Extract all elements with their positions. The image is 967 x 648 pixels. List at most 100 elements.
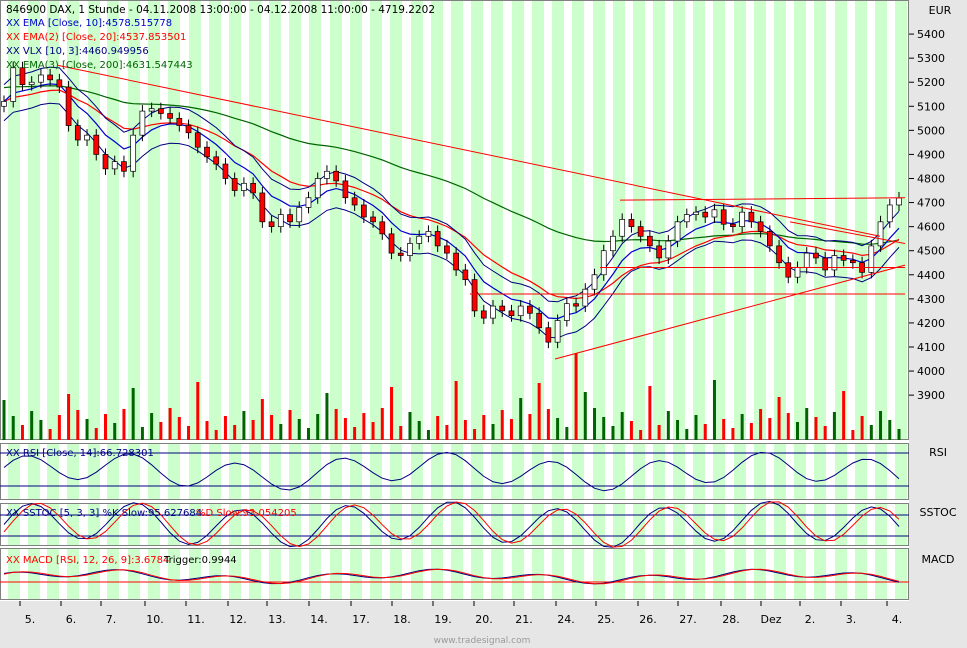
day-stripe bbox=[532, 0, 544, 440]
volume-bar bbox=[814, 417, 818, 440]
x-tick-label: 13. bbox=[268, 613, 286, 626]
chart-title: 846900 DAX, 1 Stunde - 04.11.2008 13:00:… bbox=[6, 4, 435, 16]
x-tick-label: 20. bbox=[475, 613, 493, 626]
macd-trigger-line bbox=[3, 568, 900, 585]
day-stripe bbox=[451, 548, 463, 600]
day-stripe bbox=[875, 443, 887, 500]
volume-bar bbox=[67, 394, 71, 440]
day-stripe bbox=[88, 503, 100, 546]
day-stripe bbox=[693, 443, 705, 500]
candle-body bbox=[508, 310, 515, 317]
day-stripe bbox=[148, 503, 160, 546]
ema20-line bbox=[3, 89, 900, 300]
volume-bar bbox=[593, 408, 597, 440]
day-stripe bbox=[451, 443, 463, 500]
candle-body bbox=[813, 252, 819, 259]
day-stripe bbox=[229, 443, 241, 500]
candle-body bbox=[757, 221, 764, 232]
day-stripe bbox=[875, 503, 887, 546]
candle-body bbox=[683, 214, 690, 223]
volume-bar bbox=[279, 424, 283, 440]
volume-bar bbox=[436, 416, 440, 440]
candle-body bbox=[600, 250, 607, 276]
x-tick-label: 17. bbox=[352, 613, 370, 626]
day-stripe bbox=[411, 0, 423, 440]
day-stripe bbox=[532, 503, 544, 546]
candle-body bbox=[711, 209, 718, 218]
day-stripe bbox=[451, 0, 463, 440]
volume-bar bbox=[657, 425, 661, 440]
day-stripe bbox=[734, 548, 746, 600]
day-stripe bbox=[249, 548, 261, 600]
volume-bar bbox=[491, 424, 495, 440]
candle-body bbox=[213, 156, 220, 165]
candle-body bbox=[554, 320, 561, 343]
volume-bar bbox=[177, 417, 181, 440]
candle-body bbox=[840, 255, 847, 261]
day-stripe bbox=[774, 503, 786, 546]
day-stripe bbox=[128, 548, 140, 600]
volume-bar bbox=[482, 415, 486, 440]
candle-body bbox=[130, 134, 137, 172]
day-stripe bbox=[350, 503, 362, 546]
candle-body bbox=[702, 211, 709, 218]
candle-body bbox=[896, 197, 902, 206]
volume-bar bbox=[306, 428, 310, 440]
trend-line bbox=[57, 64, 881, 237]
sstoc-legend-k: XX SSTOC [5, 3, 3] %K Slow:95.627684 bbox=[6, 508, 202, 519]
candle-body bbox=[776, 245, 782, 264]
volume-bar bbox=[676, 420, 680, 440]
day-stripe bbox=[209, 503, 221, 546]
volume-bar bbox=[57, 415, 61, 440]
volume-bar bbox=[463, 420, 467, 440]
y-tick-label: 4700 bbox=[917, 197, 945, 210]
volume-bar bbox=[740, 414, 744, 440]
candle-body bbox=[831, 255, 838, 271]
day-stripe bbox=[734, 443, 746, 500]
legend-ema10: XX EMA [Close, 10]:4578.515778 bbox=[6, 18, 172, 29]
volume-bar bbox=[629, 421, 633, 440]
day-stripe bbox=[471, 548, 483, 600]
y-tick-label: 4100 bbox=[917, 341, 945, 354]
legend-vlx: XX VLX [10, 3]:4460.949956 bbox=[6, 46, 149, 57]
volume-bar bbox=[353, 427, 357, 440]
day-stripe bbox=[189, 503, 201, 546]
volume-bar bbox=[196, 382, 200, 440]
day-stripe bbox=[835, 443, 847, 500]
day-stripe bbox=[189, 548, 201, 600]
candle-body bbox=[536, 312, 543, 329]
candle-body bbox=[47, 74, 53, 81]
day-stripe bbox=[128, 503, 140, 546]
day-stripe bbox=[309, 548, 321, 600]
day-stripe bbox=[572, 0, 584, 440]
day-stripe bbox=[572, 503, 584, 546]
day-stripe bbox=[491, 503, 503, 546]
day-stripe bbox=[713, 0, 725, 440]
candle-body bbox=[886, 204, 893, 223]
day-stripe bbox=[8, 503, 20, 546]
volume-bar bbox=[187, 426, 191, 440]
day-stripe bbox=[774, 0, 786, 440]
candle-body bbox=[397, 252, 404, 256]
day-stripe bbox=[471, 443, 483, 500]
candle-body bbox=[167, 113, 173, 119]
y-tick-label: 4900 bbox=[917, 148, 945, 161]
day-stripe bbox=[168, 548, 180, 600]
macd-legend: XX MACD [RSI, 12, 26, 9]:3.6784 bbox=[6, 555, 169, 566]
day-stripe bbox=[754, 443, 766, 500]
candle-body bbox=[785, 262, 792, 278]
rsi-label: RSI bbox=[929, 446, 947, 459]
y-tick-label: 5100 bbox=[917, 100, 945, 113]
day-stripe bbox=[693, 548, 705, 600]
day-stripe bbox=[774, 443, 786, 500]
day-stripe bbox=[512, 548, 524, 600]
legend-ema20: XX EMA(2) [Close, 20]:4537.853501 bbox=[6, 32, 186, 43]
candle-body bbox=[250, 182, 256, 194]
candle-body bbox=[563, 303, 570, 321]
day-stripe bbox=[47, 0, 59, 440]
candle-body bbox=[766, 231, 773, 247]
volume-bar bbox=[620, 412, 624, 440]
day-stripe bbox=[512, 0, 524, 440]
volume-bar bbox=[565, 427, 569, 440]
candle-body bbox=[370, 216, 376, 223]
